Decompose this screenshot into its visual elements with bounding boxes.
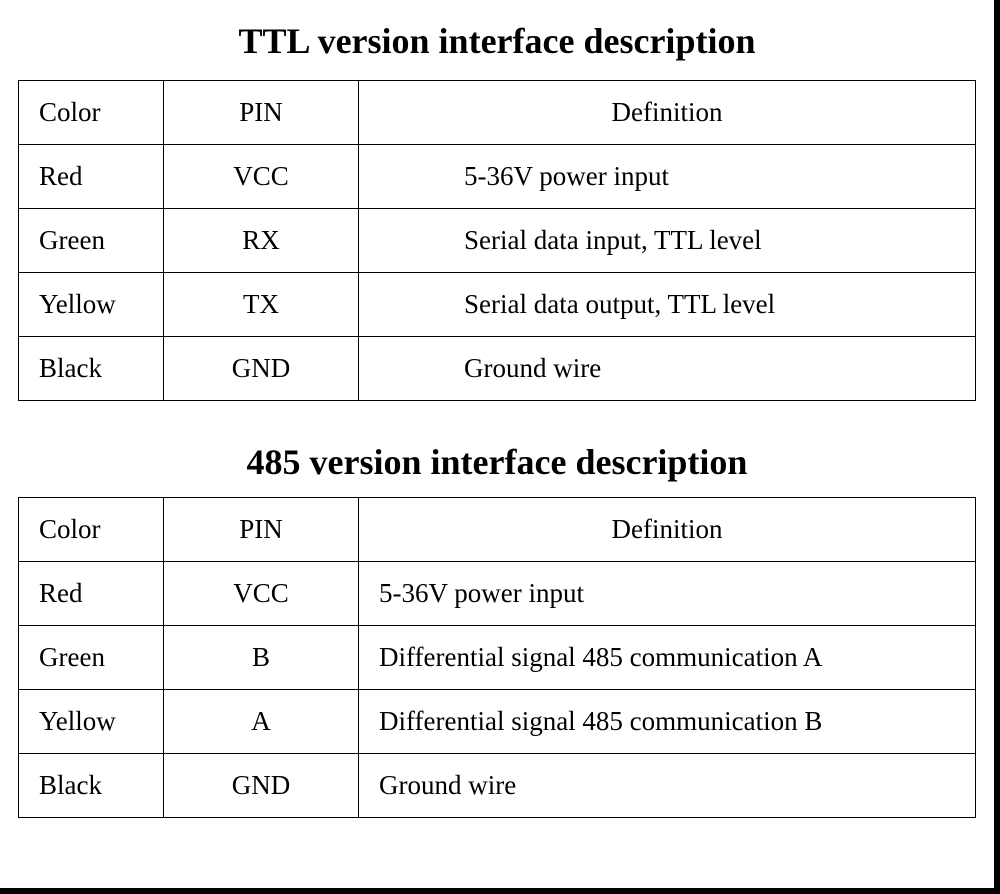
cell-definition: Ground wire (359, 754, 976, 818)
cell-color: Red (19, 145, 164, 209)
cell-color: Yellow (19, 273, 164, 337)
cell-pin: RX (164, 209, 359, 273)
cell-pin: A (164, 690, 359, 754)
table-header-row: Color PIN Definition (19, 498, 976, 562)
header-cell-pin: PIN (164, 498, 359, 562)
cell-definition: Differential signal 485 communication A (359, 626, 976, 690)
section-title-485: 485 version interface description (18, 441, 976, 483)
header-cell-definition: Definition (359, 498, 976, 562)
table-row: Red VCC 5-36V power input (19, 145, 976, 209)
cell-definition: Differential signal 485 communication B (359, 690, 976, 754)
table-row: Black GND Ground wire (19, 754, 976, 818)
cell-definition: Ground wire (359, 337, 976, 401)
cell-color: Red (19, 562, 164, 626)
table-row: Green B Differential signal 485 communic… (19, 626, 976, 690)
header-cell-color: Color (19, 81, 164, 145)
header-cell-pin: PIN (164, 81, 359, 145)
page-container: TTL version interface description Color … (0, 0, 994, 888)
cell-color: Black (19, 754, 164, 818)
cell-definition: 5-36V power input (359, 145, 976, 209)
cell-color: Green (19, 209, 164, 273)
section-title-ttl: TTL version interface description (18, 20, 976, 62)
cell-definition: Serial data input, TTL level (359, 209, 976, 273)
cell-pin: GND (164, 754, 359, 818)
table-row: Green RX Serial data input, TTL level (19, 209, 976, 273)
cell-definition: 5-36V power input (359, 562, 976, 626)
cell-pin: TX (164, 273, 359, 337)
cell-pin: VCC (164, 562, 359, 626)
table-row: Red VCC 5-36V power input (19, 562, 976, 626)
cell-pin: GND (164, 337, 359, 401)
table-header-row: Color PIN Definition (19, 81, 976, 145)
table-row: Yellow A Differential signal 485 communi… (19, 690, 976, 754)
cell-color: Black (19, 337, 164, 401)
cell-definition: Serial data output, TTL level (359, 273, 976, 337)
ttl-table: Color PIN Definition Red VCC 5-36V power… (18, 80, 976, 401)
cell-color: Yellow (19, 690, 164, 754)
table-row: Yellow TX Serial data output, TTL level (19, 273, 976, 337)
table-row: Black GND Ground wire (19, 337, 976, 401)
cell-pin: B (164, 626, 359, 690)
cell-color: Green (19, 626, 164, 690)
cell-pin: VCC (164, 145, 359, 209)
header-cell-color: Color (19, 498, 164, 562)
header-cell-definition: Definition (359, 81, 976, 145)
485-table: Color PIN Definition Red VCC 5-36V power… (18, 497, 976, 818)
